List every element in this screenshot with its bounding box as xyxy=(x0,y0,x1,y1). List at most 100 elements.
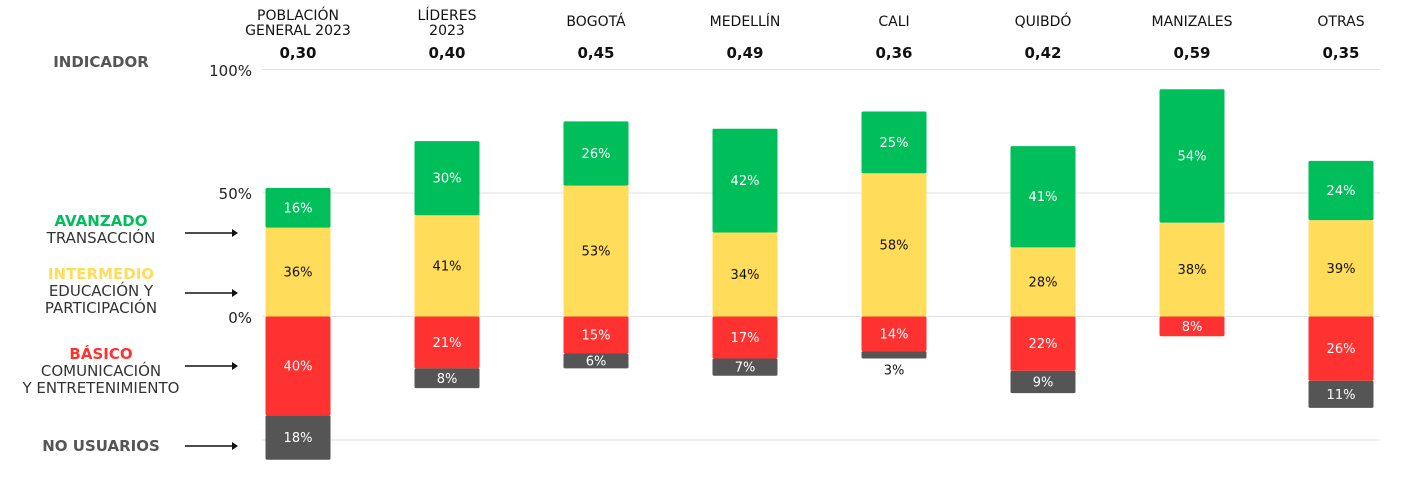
bar-segment-avanzado xyxy=(414,141,480,216)
bar-segment-avanzado xyxy=(265,188,331,228)
bar-segment-intermedio xyxy=(712,232,778,317)
bar-segment-avanzado xyxy=(563,121,629,186)
bar-segment-no-usuarios xyxy=(414,368,480,389)
bar-segment-avanzado xyxy=(1308,160,1374,221)
arrow-right-icon xyxy=(232,289,238,297)
bar-segment-no-usuarios xyxy=(563,353,629,369)
legend-subtitle: COMUNICACIÓN xyxy=(41,361,161,380)
bar-segment-basico xyxy=(563,316,629,354)
bar-segment-intermedio xyxy=(1159,222,1225,317)
indicator-value: 0,40 xyxy=(428,44,465,62)
data-label: 18% xyxy=(284,431,313,446)
bar-segment-no-usuarios xyxy=(265,415,331,460)
bar-segment-basico xyxy=(712,316,778,359)
bar-segment-basico xyxy=(1308,316,1374,381)
category-label: LÍDERES xyxy=(417,7,476,24)
data-label: 41% xyxy=(1029,190,1058,205)
bar-segment-intermedio xyxy=(265,227,331,317)
indicator-value: 0,35 xyxy=(1322,44,1359,62)
bar-segment-basico xyxy=(265,316,331,416)
bar-segment-avanzado xyxy=(861,111,927,174)
y-tick-label: 100% xyxy=(209,62,252,80)
bar-segment-intermedio xyxy=(414,215,480,317)
data-label: 38% xyxy=(1178,263,1207,278)
data-label: 21% xyxy=(433,336,462,351)
bar-segment-intermedio xyxy=(1308,220,1374,317)
bar-segment-basico xyxy=(861,316,927,352)
bar-segment-no-usuarios xyxy=(1010,370,1076,394)
data-label: 9% xyxy=(1033,375,1054,390)
data-label: 53% xyxy=(582,245,611,260)
legend-subtitle: PARTICIPACIÓN xyxy=(45,298,157,317)
indicator-value: 0,36 xyxy=(875,44,912,62)
legend-subtitle: Y ENTRETENIMIENTO xyxy=(21,379,179,397)
legend-subtitle: TRANSACCIÓN xyxy=(46,228,156,247)
indicator-value: 0,30 xyxy=(279,44,316,62)
legend-title: NO USUARIOS xyxy=(42,437,160,455)
bar-segment-basico xyxy=(1159,316,1225,337)
data-label: 24% xyxy=(1327,184,1356,199)
arrow-right-icon xyxy=(232,229,238,237)
indicator-value: 0,49 xyxy=(726,44,763,62)
data-label: 7% xyxy=(735,361,756,376)
bar-segment-no-usuarios xyxy=(712,358,778,376)
data-label: 26% xyxy=(582,147,611,162)
bar-segment-avanzado xyxy=(1159,89,1225,223)
data-label: 54% xyxy=(1178,149,1207,164)
data-label: 41% xyxy=(433,259,462,274)
data-label: 28% xyxy=(1029,275,1058,290)
indicator-value: 0,45 xyxy=(577,44,614,62)
bar-segment-intermedio xyxy=(861,173,927,317)
legend-title: INTERMEDIO xyxy=(48,265,154,283)
category-label: MEDELLÍN xyxy=(710,13,781,30)
category-label: OTRAS xyxy=(1317,14,1364,30)
data-label: 25% xyxy=(880,136,909,151)
data-label: 8% xyxy=(437,372,458,387)
indicator-value: 0,42 xyxy=(1024,44,1061,62)
bar-segment-no-usuarios xyxy=(1308,380,1374,408)
arrow-right-icon xyxy=(232,362,238,370)
data-label: 40% xyxy=(284,359,313,374)
legend-title: BÁSICO xyxy=(69,344,132,363)
category-label: QUIBDÓ xyxy=(1015,12,1072,30)
data-label: 39% xyxy=(1327,262,1356,277)
data-label: 42% xyxy=(731,174,760,189)
data-label: 16% xyxy=(284,201,313,216)
y-tick-label: 50% xyxy=(219,185,252,203)
data-label: 30% xyxy=(433,172,462,187)
data-label: 17% xyxy=(731,331,760,346)
data-label: 3% xyxy=(884,363,905,378)
data-label: 11% xyxy=(1327,388,1356,403)
bars: 36% 16% 40% 18% 41% 30% 21% 8% 53% 26% 15% 6% 34% 42%… xyxy=(265,89,1374,460)
legend-title: AVANZADO xyxy=(54,212,147,230)
y-axis-ticks: 100% 50% 0% xyxy=(209,62,252,327)
data-label: 26% xyxy=(1327,342,1356,357)
category-label: CALI xyxy=(878,14,909,30)
bar-segment-intermedio xyxy=(1010,247,1076,317)
bar-segment-basico xyxy=(1010,316,1076,371)
category-label: 2023 xyxy=(429,23,465,39)
category-label: BOGOTÁ xyxy=(566,13,626,30)
bar-segment-basico xyxy=(414,316,480,369)
bar-segment-avanzado xyxy=(712,128,778,233)
data-label: 14% xyxy=(880,327,909,342)
category-label: MANIZALES xyxy=(1152,14,1233,30)
legend-subtitle: EDUCACIÓN Y xyxy=(49,281,154,300)
data-label: 6% xyxy=(586,354,607,369)
arrow-right-icon xyxy=(232,442,238,450)
indicator-value: 0,59 xyxy=(1173,44,1210,62)
data-label: 58% xyxy=(880,238,909,253)
category-label: GENERAL 2023 xyxy=(245,23,351,39)
data-label: 34% xyxy=(731,268,760,283)
bar-segment-avanzado xyxy=(1010,146,1076,248)
data-label: 22% xyxy=(1029,337,1058,352)
indicator-row-label: INDICADOR xyxy=(53,53,149,71)
data-label: 8% xyxy=(1182,320,1203,335)
bar-segment-intermedio xyxy=(563,185,629,317)
data-label: 36% xyxy=(284,266,313,281)
category-label: POBLACIÓN xyxy=(257,6,339,24)
data-label: 15% xyxy=(582,329,611,344)
